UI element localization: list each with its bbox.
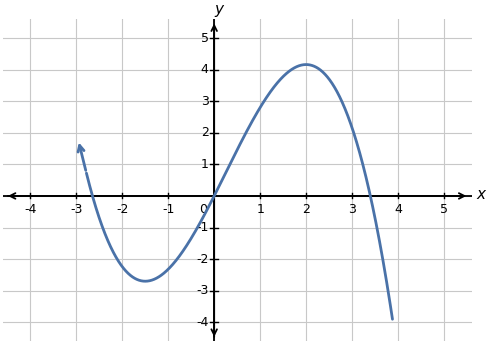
Text: 0: 0 xyxy=(199,203,207,216)
Text: 2: 2 xyxy=(302,203,310,216)
Text: 5: 5 xyxy=(201,32,208,44)
Text: 3: 3 xyxy=(201,95,208,108)
Text: 1: 1 xyxy=(201,158,208,171)
Text: x: x xyxy=(476,187,485,202)
Text: -3: -3 xyxy=(196,284,208,297)
Text: -4: -4 xyxy=(196,316,208,329)
Text: 5: 5 xyxy=(440,203,448,216)
Text: -2: -2 xyxy=(116,203,129,216)
Text: -1: -1 xyxy=(162,203,174,216)
Text: 2: 2 xyxy=(201,126,208,139)
Text: 1: 1 xyxy=(256,203,264,216)
Text: -2: -2 xyxy=(196,252,208,266)
Text: 4: 4 xyxy=(201,63,208,76)
Text: -3: -3 xyxy=(70,203,82,216)
Text: 4: 4 xyxy=(394,203,402,216)
Text: 3: 3 xyxy=(348,203,356,216)
Text: y: y xyxy=(214,2,223,18)
Text: -1: -1 xyxy=(196,221,208,234)
Text: -4: -4 xyxy=(24,203,37,216)
